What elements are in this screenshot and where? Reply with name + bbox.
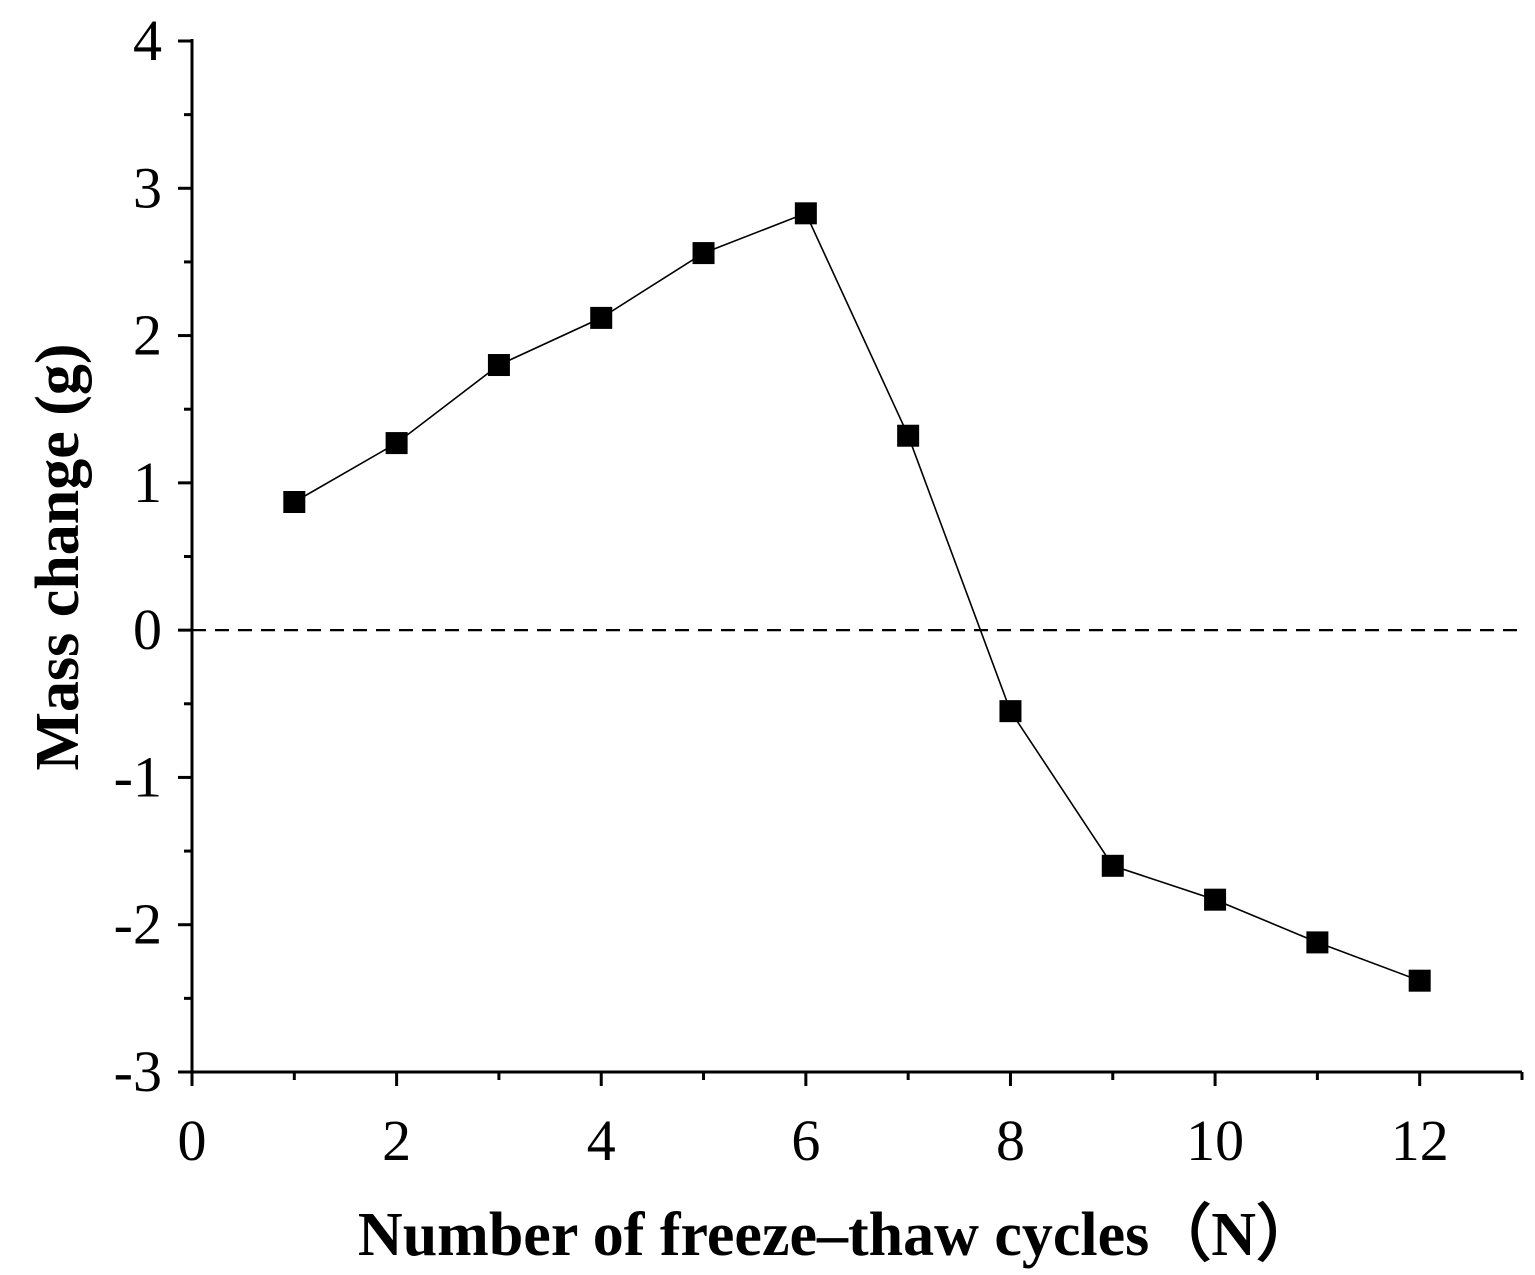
x-tick-label: 6 <box>791 1108 820 1173</box>
data-point <box>283 491 306 514</box>
data-point <box>794 202 817 225</box>
plot-area <box>192 202 1522 992</box>
y-tick-label: -1 <box>114 744 162 809</box>
data-point <box>897 424 920 447</box>
data-point <box>385 432 408 455</box>
data-point <box>487 354 510 377</box>
x-tick-label: 10 <box>1186 1108 1244 1173</box>
y-tick-label: 3 <box>133 155 162 220</box>
data-point <box>999 700 1022 723</box>
data-point <box>1204 888 1227 911</box>
y-axis-title: Mass change (g) <box>24 343 92 770</box>
data-point <box>1101 854 1124 877</box>
x-tick-label: 2 <box>382 1108 411 1173</box>
x-tick-label: 8 <box>996 1108 1025 1173</box>
data-point <box>1306 931 1329 954</box>
y-tick-label: 2 <box>133 303 162 368</box>
x-tick-label: 12 <box>1391 1108 1449 1173</box>
y-tick-label: 4 <box>133 8 162 73</box>
data-point <box>590 306 613 329</box>
series-line <box>293 212 1420 982</box>
y-tick-label: 0 <box>133 597 162 662</box>
y-tick-label: -2 <box>114 892 162 957</box>
x-tick-label: 0 <box>178 1108 207 1173</box>
axes <box>178 39 1524 1086</box>
y-tick-label: 1 <box>133 450 162 515</box>
data-point <box>692 242 715 265</box>
data-point <box>1408 969 1431 992</box>
x-axis-title: Number of freeze–thaw cycles（N） <box>358 1199 1318 1269</box>
x-tick-label: 4 <box>587 1108 616 1173</box>
y-tick-label: -3 <box>114 1039 162 1104</box>
